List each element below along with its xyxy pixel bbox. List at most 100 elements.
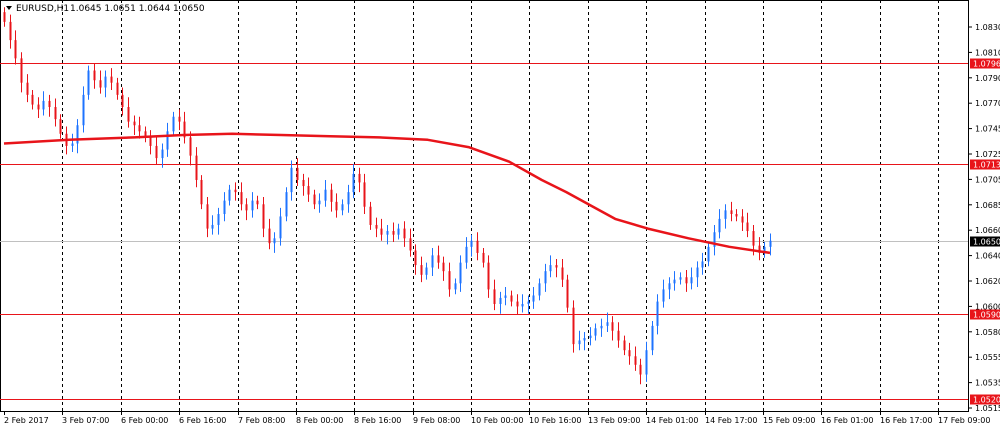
level-label: 1.0590: [973, 311, 1000, 320]
candle-body: [352, 173, 355, 193]
y-tick-label: 1.0580: [975, 328, 1000, 337]
candle-body: [307, 186, 310, 195]
candle-body: [578, 340, 581, 345]
candle-body: [510, 295, 513, 302]
x-tick-label: 7 Feb 08:00: [238, 416, 285, 425]
candle-body: [121, 94, 124, 108]
candle-body: [409, 238, 412, 251]
candle-body: [189, 137, 192, 156]
candle-body: [211, 224, 214, 229]
candle-body: [347, 192, 350, 205]
candle-body: [656, 301, 659, 326]
candle-body: [380, 228, 383, 235]
y-tick-label: 1.0725: [975, 150, 1000, 159]
level-tag: [970, 159, 1000, 170]
horizontal-levels: [0, 63, 968, 400]
symbol-label[interactable]: EURUSD,H1: [16, 4, 69, 14]
candle-body: [470, 240, 473, 247]
candle-body: [746, 222, 749, 232]
candle-body: [651, 325, 654, 351]
level-tag: [970, 309, 1000, 320]
candle-body: [59, 119, 62, 134]
candle-body: [245, 204, 248, 211]
candle-body: [758, 245, 761, 253]
candle-body: [493, 289, 496, 304]
candle-body: [104, 76, 107, 88]
candle-body: [166, 131, 169, 150]
candle-body: [634, 356, 637, 365]
candle-body: [273, 238, 276, 244]
candle-body: [127, 107, 130, 122]
candle-body: [71, 143, 74, 146]
grid: [62, 0, 939, 411]
y-tick-label: 1.0745: [975, 125, 1000, 134]
candle-body: [279, 216, 282, 239]
x-tick-label: 15 Feb 09:00: [763, 416, 815, 425]
candle-body: [302, 179, 305, 187]
candle-body: [20, 58, 23, 83]
candle-body: [718, 218, 721, 233]
candle-body: [645, 350, 648, 375]
candle-body: [251, 200, 254, 211]
candle-body: [313, 194, 316, 205]
symbol-dropdown-icon[interactable]: [6, 6, 12, 10]
candle-body: [14, 40, 17, 59]
candle-body: [425, 267, 428, 275]
candle-body: [285, 192, 288, 217]
current-price-tag: [970, 236, 1000, 247]
candle-body: [161, 149, 164, 159]
current-price-label: 1.0650: [973, 238, 1000, 247]
candle-body: [527, 301, 530, 304]
candle-body: [504, 295, 507, 298]
candle-body: [583, 338, 586, 341]
x-tick-label: 6 Feb 00:00: [121, 416, 168, 425]
x-tick-label: 8 Feb 00:00: [296, 416, 343, 425]
candle-body: [623, 340, 626, 351]
candle-body: [628, 350, 631, 357]
candle-body: [26, 82, 29, 95]
candle-body: [735, 214, 738, 217]
x-tick-label: 14 Feb 17:00: [705, 416, 757, 425]
y-axis: 1.0830 1.0810 1.0790 1.0770 1.0745 1.0725 1.07…: [968, 23, 1000, 413]
candle-body: [116, 82, 119, 95]
candle-body: [358, 173, 361, 183]
candle-body: [521, 303, 524, 307]
candle-body: [217, 214, 220, 225]
x-tick-label: 3 Feb 07:00: [62, 416, 109, 425]
candle-body: [48, 100, 51, 108]
ohlc-values: 1.0645 1.0651 1.0644 1.0650: [70, 4, 205, 14]
y-tick-label: 1.0600: [975, 302, 1000, 311]
level-tag: [970, 58, 1000, 69]
level-label: 1.0520: [973, 396, 1000, 405]
candle-body: [414, 250, 417, 266]
candle-body: [707, 246, 710, 262]
candle-body: [392, 231, 395, 235]
x-tick-label: 8 Feb 16:00: [354, 416, 401, 425]
candle-body: [324, 189, 327, 201]
candle-body: [763, 246, 766, 253]
candle-body: [538, 283, 541, 296]
candle-body: [555, 265, 558, 268]
candle-body: [741, 216, 744, 223]
candle-body: [403, 228, 406, 239]
candle-body: [330, 189, 333, 202]
candle-body: [363, 182, 366, 207]
candle-body: [690, 277, 693, 284]
y-tick-label: 1.0770: [975, 99, 1000, 108]
candle-body: [268, 228, 271, 244]
candle-body: [431, 255, 434, 268]
candle-body: [200, 179, 203, 205]
candle-body: [459, 262, 462, 284]
candles: [3, 7, 772, 385]
candle-body: [713, 232, 716, 247]
candle-body: [752, 231, 755, 246]
candle-body: [386, 231, 389, 235]
candle-body: [133, 121, 136, 126]
candle-body: [37, 104, 40, 110]
x-tick-label: 10 Feb 00:00: [471, 416, 523, 425]
x-tick-label: 10 Feb 16:00: [529, 416, 581, 425]
candle-body: [454, 283, 457, 290]
candle-body: [516, 301, 519, 307]
candle-body: [93, 70, 96, 81]
x-tick-label: 17 Feb 09:00: [938, 416, 990, 425]
